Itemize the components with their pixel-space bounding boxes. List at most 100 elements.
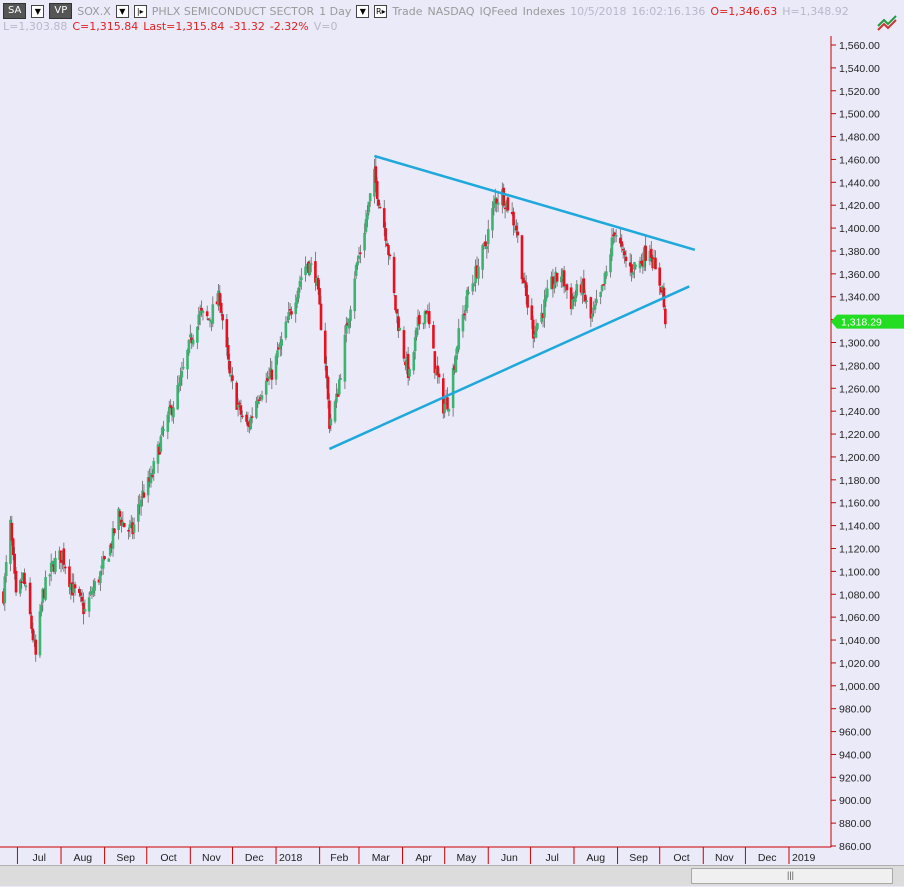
up-candle (166, 411, 170, 440)
up-candle (197, 306, 201, 330)
down-candle (541, 312, 545, 328)
up-candle (482, 241, 486, 250)
down-candle (31, 622, 35, 643)
up-candle (543, 289, 546, 328)
candle-body (453, 365, 456, 371)
candle-body (353, 278, 357, 312)
candle-body (621, 248, 625, 251)
down-candle (628, 253, 632, 277)
date-tick-label: Oct (673, 852, 689, 864)
down-candle (325, 356, 328, 389)
down-candle (151, 469, 154, 479)
up-candle (278, 336, 282, 357)
candle-body (437, 373, 441, 378)
price-axis[interactable]: 1,560.00 1,540.00 1,520.00 1,500.00 1,480.00… (830, 36, 880, 853)
candle-body (354, 264, 358, 277)
up-candle (603, 271, 607, 291)
candle-body (481, 245, 484, 270)
vp-mode-chip[interactable]: VP (49, 3, 73, 19)
candle-body (2, 591, 5, 604)
down-candle (374, 156, 378, 193)
scrollbar-thumb[interactable]: ||| (691, 868, 893, 884)
chevron-down-icon[interactable]: ▼ (31, 4, 45, 18)
candle-body (205, 311, 209, 317)
upper-trendline[interactable] (374, 154, 696, 252)
candle-body (267, 376, 271, 380)
up-candle (642, 245, 646, 271)
up-candle (196, 325, 199, 350)
down-candle (82, 592, 85, 625)
down-candle (406, 346, 410, 386)
down-candle (288, 303, 292, 316)
date-axis[interactable]: Jul Aug Sep Oct Nov Dec 2018 Feb Mar Apr May Jun Jul… (0, 846, 831, 864)
down-candle (512, 207, 515, 236)
symbol-label[interactable]: SOX.X (77, 4, 111, 18)
up-candle (108, 542, 112, 557)
candle-body (325, 365, 328, 379)
down-candle (231, 367, 234, 390)
candle-body (454, 354, 458, 373)
up-candle (564, 284, 567, 292)
up-candle (648, 244, 652, 266)
chart-trend-icon[interactable] (876, 12, 900, 32)
horizontal-scrollbar[interactable]: ||| (0, 865, 904, 886)
down-candle (378, 202, 382, 209)
candle-body (530, 305, 534, 320)
candle-body (131, 522, 134, 535)
candle-body (520, 235, 524, 280)
candle-body (200, 307, 203, 311)
symbol-list-icon[interactable]: |▸ (133, 4, 147, 18)
candle-body (14, 570, 18, 593)
candle-body (512, 211, 515, 226)
realtime-icon[interactable]: R▸ (374, 4, 388, 18)
price-tick-label: 1,520.00 (839, 86, 880, 98)
candle-body (20, 581, 23, 583)
down-candle (359, 244, 362, 264)
down-candle (14, 566, 18, 596)
down-candle (531, 315, 535, 349)
down-candle (572, 291, 576, 307)
candle-body (256, 400, 260, 405)
candle-body (491, 208, 494, 231)
price-tick-label: 1,080.00 (839, 589, 880, 601)
down-candle (42, 587, 46, 599)
down-candle (190, 332, 194, 350)
down-candle (516, 222, 520, 243)
down-candle (395, 308, 399, 324)
candle-body (444, 398, 448, 405)
up-candle (415, 327, 418, 341)
lower-trendline[interactable] (328, 285, 690, 451)
up-candle (294, 294, 298, 323)
down-candle (589, 296, 593, 328)
down-candle (28, 577, 32, 616)
down-candle (307, 260, 310, 276)
candle-body (307, 261, 310, 273)
trendlines-layer[interactable] (328, 154, 696, 451)
interval-label[interactable]: 1 Day (319, 4, 352, 18)
up-candle (308, 260, 312, 277)
candle-body (346, 322, 350, 326)
candle-body (526, 294, 529, 308)
candle-body (186, 349, 189, 370)
candle-body (215, 301, 219, 305)
down-candle (515, 219, 518, 238)
candle-body (628, 262, 632, 267)
up-candle (267, 367, 271, 386)
up-candle (481, 243, 484, 279)
down-candle (523, 272, 527, 288)
candle-body (166, 414, 170, 432)
candle-body (181, 366, 185, 369)
up-candle (454, 348, 458, 374)
feed-label: IQFeed (479, 4, 518, 18)
interval-dropdown-icon[interactable]: ▼ (356, 4, 370, 18)
up-candle (87, 592, 91, 618)
candle-body (359, 252, 362, 255)
up-candle (465, 287, 469, 314)
candle-body (506, 197, 510, 211)
candle-body (356, 261, 359, 266)
change-pct-value: -2.32% (269, 20, 309, 33)
symbol-dropdown-icon[interactable]: ▼ (115, 4, 129, 18)
last-price-tag-group: 1,318.29 (831, 314, 904, 329)
sa-mode-chip[interactable]: SA (3, 3, 27, 19)
